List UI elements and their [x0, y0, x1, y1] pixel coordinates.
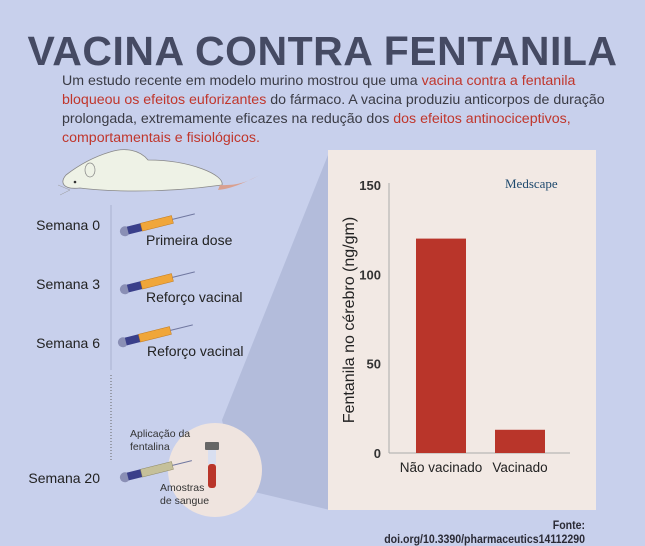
week-label: Semana 3 — [36, 276, 100, 292]
page-title: VACINA CONTRA FENTANILA — [27, 28, 618, 74]
syringe-icon — [119, 271, 195, 295]
fentanyl-label: Aplicação da fentalina — [130, 428, 191, 453]
week-label: Semana 20 — [28, 470, 100, 486]
blood-sample-label: Amostras de sangue — [160, 482, 210, 507]
syringe-icon — [119, 213, 195, 237]
step-label: Reforço vacinal — [147, 343, 244, 359]
blood-tube-icon — [205, 442, 219, 488]
step-label: Reforço vacinal — [146, 289, 243, 305]
intro-paragraph: Um estudo recente em modelo murino mostr… — [62, 72, 622, 148]
medscape-logo: Medscape — [505, 176, 558, 191]
x-tick-label: Não vacinado — [400, 460, 483, 475]
y-tick-label: 150 — [359, 178, 381, 193]
syringe-icon — [117, 324, 193, 348]
source-citation: Fonte: doi.org/10.3390/pharmaceutics1411… — [384, 518, 585, 546]
bar-1 — [416, 238, 466, 453]
intro-text: Um estudo recente em modelo murino mostr… — [62, 73, 422, 89]
mouse-icon — [57, 149, 260, 196]
y-tick-label: 0 — [374, 446, 381, 461]
y-tick-label: 50 — [367, 357, 381, 372]
y-axis-label: Fentanila no cérebro (ng/gm) — [341, 217, 358, 423]
x-tick-label: Vacinado — [492, 460, 547, 475]
bar-2 — [495, 429, 545, 453]
syringe-icon — [119, 460, 192, 483]
step-label: Primeira dose — [146, 232, 233, 248]
intro-text: do fármaco. A vacina produziu anticorpos… — [62, 92, 605, 127]
week-label: Semana 6 — [36, 335, 100, 351]
week-label: Semana 0 — [36, 217, 100, 233]
intro-highlight: vacina contra a fentanila bloqueou os ef… — [62, 73, 576, 108]
zoom-projection — [222, 150, 330, 510]
intro-highlight: dos efeitos antinociceptivos, comportame… — [62, 111, 571, 146]
y-tick-label: 100 — [359, 267, 381, 282]
